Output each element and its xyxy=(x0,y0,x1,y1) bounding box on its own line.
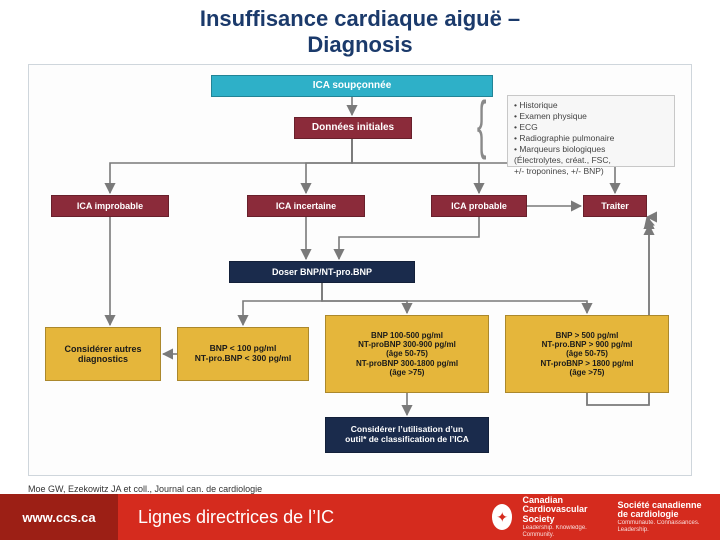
flowchart: ICA soupçonnée Données initiales ICA impro… xyxy=(28,64,692,476)
footer: www.ccs.ca Lignes directrices de l’IC ✦ … xyxy=(0,494,720,540)
footer-title: Lignes directrices de l’IC xyxy=(118,507,480,528)
footer-logos: ✦ Canadian Cardiovascular Society Leader… xyxy=(480,494,720,540)
page-title: Insuffisance cardiaque aiguë – Diagnosis xyxy=(0,0,720,60)
logo-ccs-en: Canadian Cardiovascular Society Leadersh… xyxy=(522,496,607,539)
footer-url: www.ccs.ca xyxy=(0,494,118,540)
node-bnp_high: BNP > 500 pg/ml NT-pro.BNP > 900 pg/ml (… xyxy=(505,315,669,393)
brace-icon: { xyxy=(477,87,487,161)
logo-ccs-fr: Société canadienne de cardiologie Commun… xyxy=(617,501,708,534)
node-bnp_mid: BNP 100-500 pg/ml NT-proBNP 300-900 pg/m… xyxy=(325,315,489,393)
node-consider: Considérer autres diagnostics xyxy=(45,327,161,381)
node-suspected: ICA soupçonnée xyxy=(211,75,493,97)
initial-data-list: • Historique• Examen physique• ECG• Radi… xyxy=(507,95,675,167)
node-tool: Considérer l’utilisation d’un outil* de … xyxy=(325,417,489,453)
sidebox-item: • Marqueurs biologiques xyxy=(514,144,668,155)
sidebox-item: +/- troponines, +/- BNP) xyxy=(514,166,668,177)
sidebox-item: • ECG xyxy=(514,122,668,133)
node-dose: Doser BNP/NT-pro.BNP xyxy=(229,261,415,283)
node-uncertain: ICA incertaine xyxy=(247,195,365,217)
sidebox-item: (Électrolytes, créat., FSC, xyxy=(514,155,668,166)
sidebox-item: • Examen physique xyxy=(514,111,668,122)
maple-leaf-icon: ✦ xyxy=(492,504,512,530)
citation: Moe GW, Ezekowitz JA et coll., Journal c… xyxy=(28,484,720,494)
sidebox-item: • Radiographie pulmonaire xyxy=(514,133,668,144)
node-probable: ICA probable xyxy=(431,195,527,217)
title-text: Insuffisance cardiaque aiguë – Diagnosis xyxy=(0,6,720,58)
sidebox-item: • Historique xyxy=(514,100,668,111)
node-treat: Traiter xyxy=(583,195,647,217)
node-bnp_low: BNP < 100 pg/ml NT-pro.BNP < 300 pg/ml xyxy=(177,327,309,381)
node-initial: Données initiales xyxy=(294,117,412,139)
node-improb: ICA improbable xyxy=(51,195,169,217)
